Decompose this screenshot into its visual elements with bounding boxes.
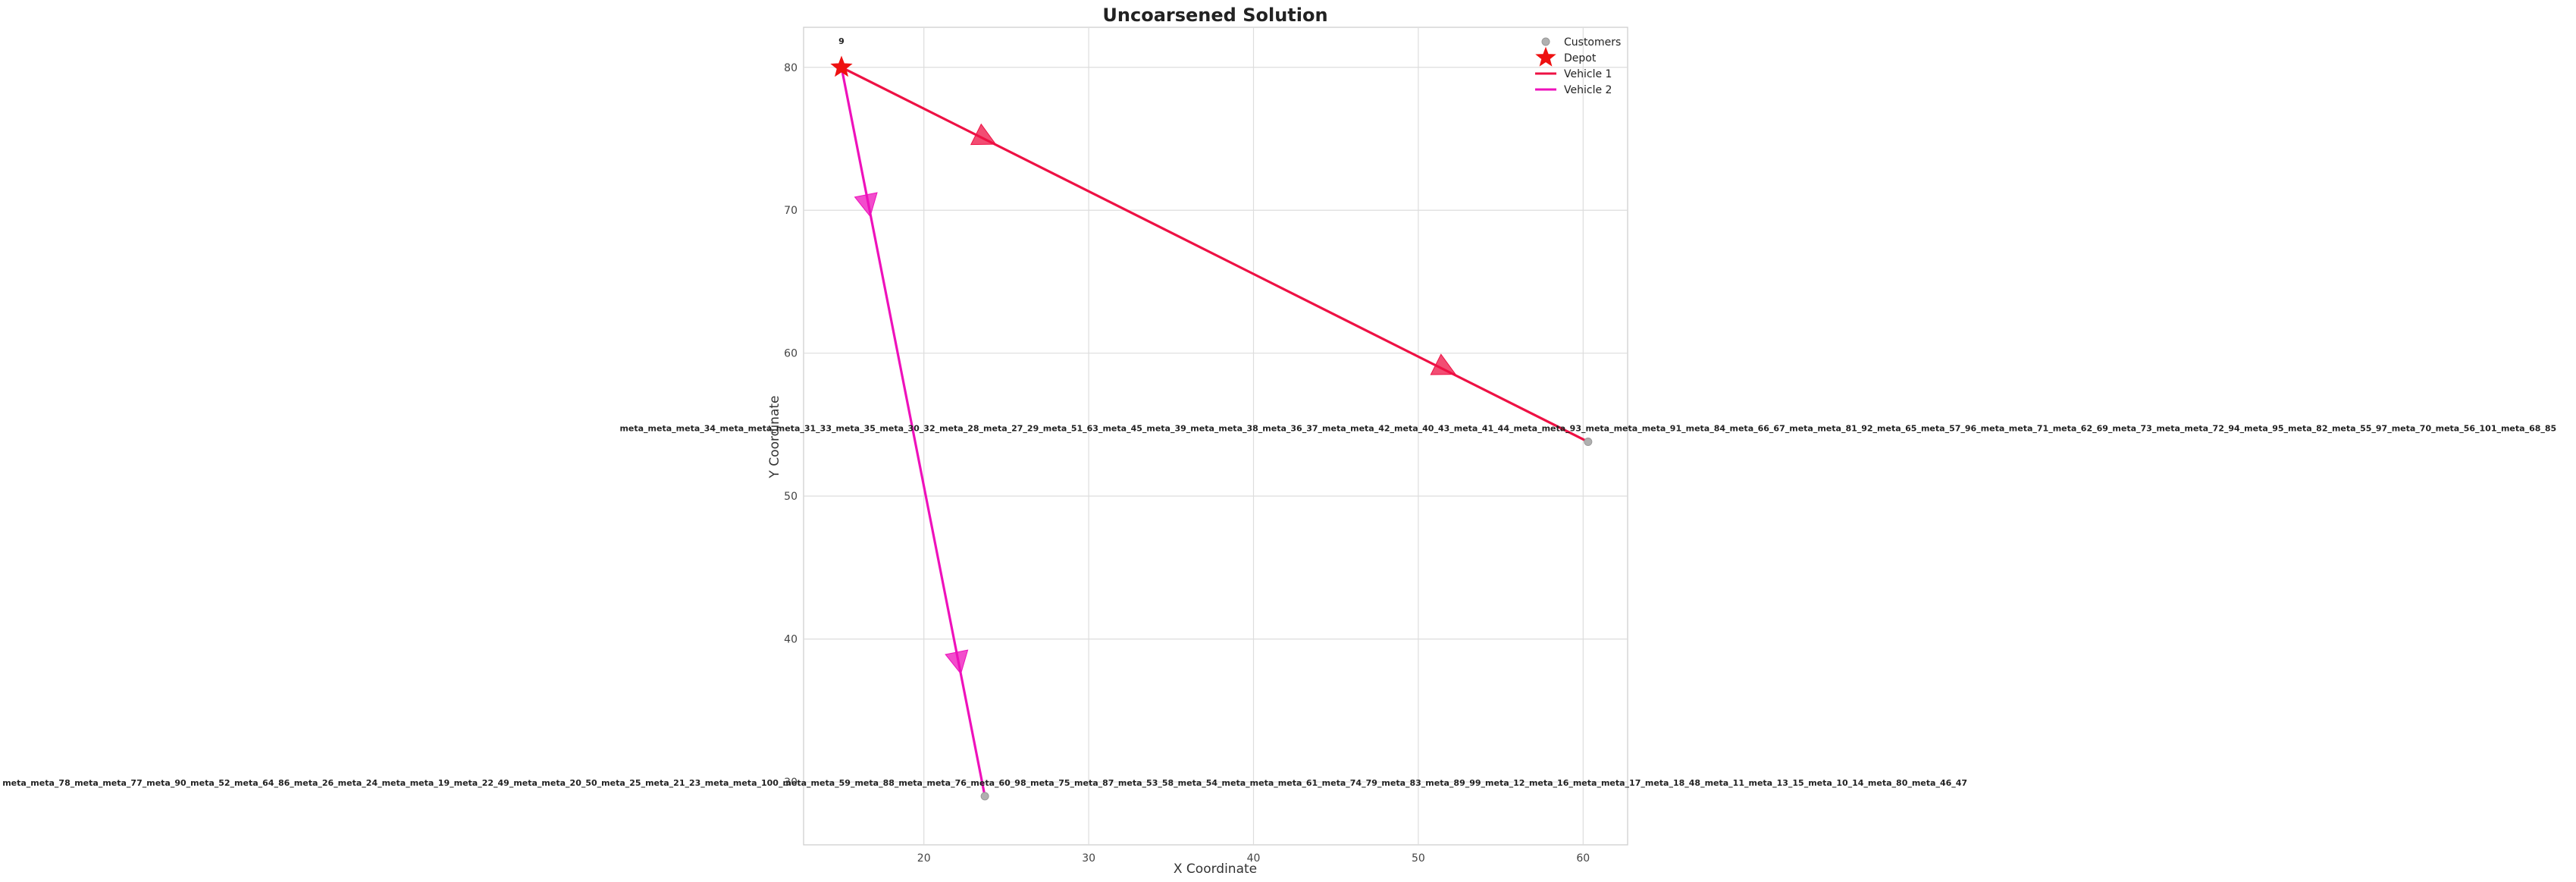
route-arrow [854, 192, 878, 218]
route-line [840, 67, 986, 797]
y-tick-label: 30 [784, 777, 798, 789]
customer-label: meta_meta_78_meta_meta_77_meta_90_meta_5… [2, 778, 1967, 788]
route-arrows [854, 123, 1456, 675]
x-tick-label: 30 [1082, 852, 1095, 865]
point-labels: meta_meta_meta_34_meta_meta_meta_31_33_m… [2, 36, 2556, 788]
x-tick-label: 20 [917, 852, 931, 865]
x-tick-label: 40 [1247, 852, 1261, 865]
plot-area [803, 27, 1628, 846]
y-tick-label: 60 [784, 348, 798, 360]
markers [830, 55, 1593, 801]
axis-ticks: 20 30 40 50 60 30 40 50 60 70 80 [784, 62, 1590, 865]
y-tick-label: 50 [784, 491, 798, 503]
y-tick-label: 70 [784, 205, 798, 217]
legend-customer-marker [1541, 37, 1550, 46]
route-arrow [945, 649, 969, 675]
grid [804, 27, 1628, 845]
customer-label: meta_meta_meta_34_meta_meta_meta_31_33_m… [619, 424, 2556, 434]
x-tick-label: 50 [1412, 852, 1425, 865]
x-tick-label: 60 [1576, 852, 1590, 865]
depot-label: 9 [838, 36, 845, 46]
legend-label: Vehicle 2 [1564, 84, 1612, 96]
y-tick-label: 80 [784, 62, 798, 74]
chart-title: Uncoarsened Solution [1102, 5, 1327, 26]
route-line [841, 66, 1589, 443]
customer-marker [980, 792, 989, 801]
plot-frame [803, 27, 1628, 846]
route-arrow [1430, 353, 1456, 375]
route-lines [840, 66, 1589, 797]
legend-label: Vehicle 1 [1564, 68, 1612, 80]
legend-label: Customers [1564, 36, 1621, 49]
customer-marker [1584, 438, 1593, 447]
x-axis-label: X Coordinate [1174, 862, 1257, 877]
legend-depot-marker [1535, 46, 1556, 67]
legend: Customers Depot Vehicle 1 Vehicle 2 [1535, 36, 1621, 96]
y-axis-label: Y Coordinate [767, 396, 782, 479]
y-tick-label: 40 [784, 634, 798, 646]
depot-marker [830, 55, 853, 77]
route-arrow [970, 123, 997, 146]
legend-label: Depot [1564, 52, 1597, 64]
